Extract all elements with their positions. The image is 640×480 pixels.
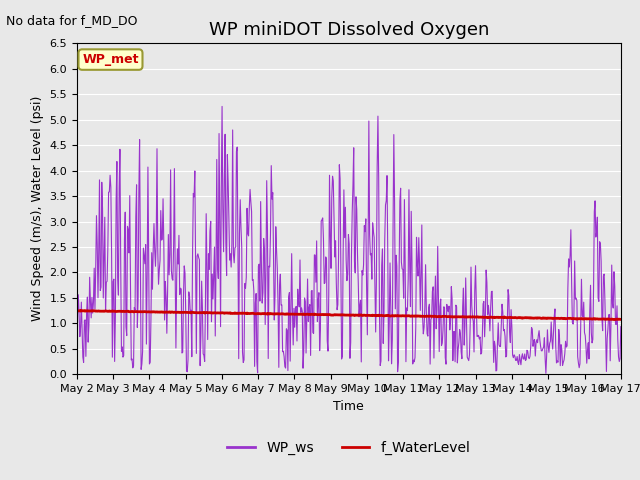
f_WaterLevel: [415, 313, 422, 319]
Text: WP_met: WP_met: [82, 53, 139, 66]
f_WaterLevel: [223, 310, 230, 316]
WP_ws: [431, 273, 439, 279]
f_WaterLevel: [83, 308, 90, 314]
Legend: WP_ws, f_WaterLevel: WP_ws, f_WaterLevel: [221, 435, 476, 460]
WP_ws: [617, 324, 625, 330]
WP_ws: [194, 251, 202, 257]
WP_ws: [218, 104, 226, 109]
WP_ws: [83, 309, 90, 315]
f_WaterLevel: [73, 308, 81, 313]
Y-axis label: Wind Speed (m/s), Water Level (psi): Wind Speed (m/s), Water Level (psi): [31, 96, 44, 322]
WP_ws: [542, 371, 550, 376]
Title: WP miniDOT Dissolved Oxygen: WP miniDOT Dissolved Oxygen: [209, 21, 489, 39]
f_WaterLevel: [194, 310, 202, 315]
X-axis label: Time: Time: [333, 400, 364, 413]
WP_ws: [73, 352, 81, 358]
WP_ws: [139, 348, 147, 354]
f_WaterLevel: [617, 316, 625, 322]
Text: No data for f_MD_DO: No data for f_MD_DO: [6, 14, 138, 27]
WP_ws: [223, 152, 231, 157]
f_WaterLevel: [431, 313, 438, 319]
WP_ws: [416, 262, 424, 267]
Line: f_WaterLevel: f_WaterLevel: [77, 311, 621, 320]
f_WaterLevel: [611, 317, 619, 323]
Line: WP_ws: WP_ws: [77, 107, 621, 373]
f_WaterLevel: [139, 309, 147, 314]
